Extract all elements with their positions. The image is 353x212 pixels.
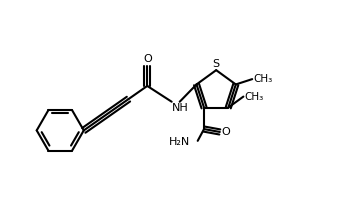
- Text: O: O: [221, 127, 230, 137]
- Text: S: S: [213, 59, 220, 69]
- Text: NH: NH: [172, 103, 189, 113]
- Text: CH₃: CH₃: [245, 92, 264, 102]
- Text: CH₃: CH₃: [253, 74, 273, 84]
- Text: H₂N: H₂N: [168, 137, 190, 147]
- Text: O: O: [143, 54, 152, 64]
